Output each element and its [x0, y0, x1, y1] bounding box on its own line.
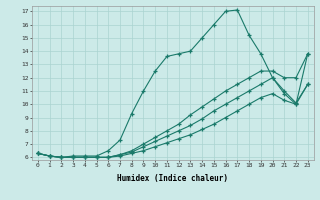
- X-axis label: Humidex (Indice chaleur): Humidex (Indice chaleur): [117, 174, 228, 183]
